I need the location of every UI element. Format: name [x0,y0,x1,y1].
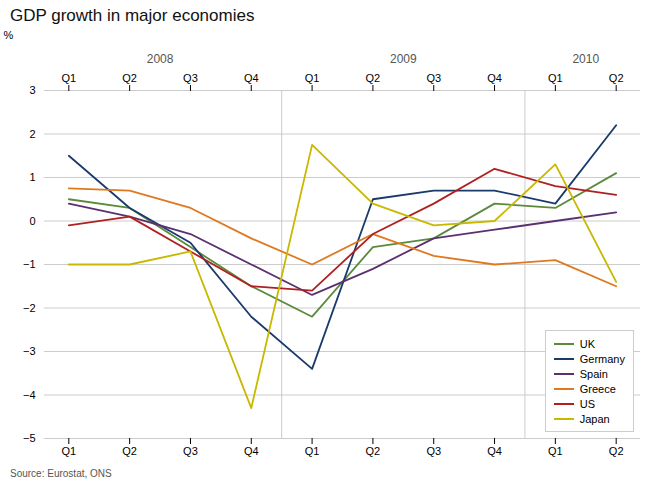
svg-text:Q1: Q1 [305,445,320,457]
svg-text:Q4: Q4 [487,445,502,457]
svg-text:−3: −3 [23,345,36,357]
svg-text:Q1: Q1 [61,72,76,84]
html-text:Source: Eurostat, ONS: Source: Eurostat, ONS [10,468,112,479]
svg-text:−2: −2 [23,302,36,314]
html-text:Greece: Greece [579,382,616,395]
svg-text:Q2: Q2 [122,72,137,84]
svg-text:Q3: Q3 [426,445,441,457]
svg-text:2: 2 [29,128,35,140]
svg-text:−5: −5 [23,432,36,444]
html-text:Germany: Germany [579,352,625,365]
html-text:Spain: Spain [579,367,608,380]
svg-text:Q1: Q1 [61,445,76,457]
svg-text:−4: −4 [23,389,36,401]
svg-text:Q2: Q2 [609,72,624,84]
html-text:Japan: Japan [579,412,610,425]
svg-text:%: % [4,29,14,41]
svg-text:Q1: Q1 [305,72,320,84]
svg-text:3: 3 [29,84,35,96]
svg-text:Q3: Q3 [183,72,198,84]
svg-text:Q2: Q2 [122,445,137,457]
svg-text:Q2: Q2 [366,445,381,457]
svg-text:Q4: Q4 [487,72,502,84]
svg-text:0: 0 [29,215,35,227]
svg-text:Q3: Q3 [183,445,198,457]
html-text:US: US [579,397,595,410]
svg-text:Q2: Q2 [366,72,381,84]
html-text:GDP growth in major economies: GDP growth in major economies [10,6,255,25]
svg-text:Q3: Q3 [426,72,441,84]
svg-text:2010: 2010 [572,52,599,66]
svg-text:2008: 2008 [147,52,174,66]
svg-text:1: 1 [29,171,35,183]
svg-text:Q2: Q2 [609,445,624,457]
svg-text:−1: −1 [23,258,36,270]
svg-text:Q4: Q4 [244,445,259,457]
html-text:UK: UK [579,337,595,350]
svg-text:Q1: Q1 [548,445,563,457]
svg-text:Q4: Q4 [244,72,259,84]
svg-text:2009: 2009 [390,52,417,66]
svg-text:Q1: Q1 [548,72,563,84]
